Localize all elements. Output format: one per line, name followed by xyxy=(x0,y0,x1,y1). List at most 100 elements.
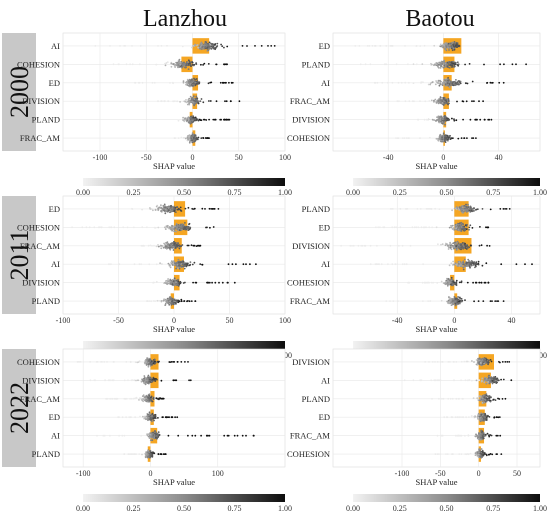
colorbar xyxy=(83,178,285,186)
plot-area xyxy=(332,32,541,152)
beeswarm-ed xyxy=(354,41,461,52)
x-tick-label: 50 xyxy=(513,469,521,478)
colorbar-tick-label: 1.00 xyxy=(533,188,547,197)
beeswarm-ai xyxy=(96,430,255,442)
feature-label-pland: PLAND xyxy=(302,204,330,214)
colorbar xyxy=(353,494,540,502)
x-tick-label: 50 xyxy=(235,153,243,162)
beeswarm-cohesion xyxy=(71,222,215,233)
feature-label-frac_am: FRAC_AM xyxy=(290,296,331,306)
plot-area xyxy=(62,32,286,152)
beeswarm-frac_am xyxy=(385,296,505,307)
feature-label-frac_am: FRAC_AM xyxy=(290,96,331,106)
feature-label-ed: ED xyxy=(319,412,330,422)
beeswarm-pland xyxy=(431,393,507,405)
year-label-2011: 2011 xyxy=(5,229,34,280)
x-tick-label: 100 xyxy=(279,316,291,325)
colorbar-tick-label: 1.00 xyxy=(533,504,547,511)
feature-label-ed: ED xyxy=(319,41,330,51)
beeswarm-ai xyxy=(108,258,257,270)
feature-label-ed: ED xyxy=(319,222,330,232)
colorbar-tick-label: 0.25 xyxy=(127,188,141,197)
beeswarm-division xyxy=(157,95,241,107)
x-tick-label: 0 xyxy=(148,469,152,478)
x-tick-label: -50 xyxy=(435,469,446,478)
beeswarm-division xyxy=(340,240,491,251)
feature-label-ai: AI xyxy=(51,259,60,269)
x-tick-label: -40 xyxy=(392,316,403,325)
beeswarm-cohesion xyxy=(395,132,477,144)
beeswarm-ai xyxy=(94,41,276,52)
feature-label-ai: AI xyxy=(321,259,330,269)
feature-label-pland: PLAND xyxy=(32,296,60,306)
feature-label-division: DIVISION xyxy=(22,96,60,106)
city-title-lanzhou: Lanzhou xyxy=(143,6,227,32)
feature-label-frac_am: FRAC_AM xyxy=(20,133,61,143)
panel-lanzhou-2022: COHESION DIVISION FRAC_AM ED AI PLAND -100 0 100… xyxy=(17,348,292,511)
colorbar-tick-label: 0.50 xyxy=(440,504,454,511)
panel-baotou-2022: DIVISION AI PLAND ED FRAC_AM COHESION -100 -50 0… xyxy=(287,348,547,511)
x-tick-label: 50 xyxy=(226,316,234,325)
feature-label-ai: AI xyxy=(321,375,330,385)
colorbar-tick-label: 0.50 xyxy=(177,188,191,197)
beeswarm-ed xyxy=(134,77,234,88)
feature-label-cohesion: COHESION xyxy=(287,278,330,288)
feature-label-cohesion: COHESION xyxy=(287,133,330,143)
x-axis-label: SHAP value xyxy=(153,477,195,487)
x-tick-label: 0 xyxy=(452,316,456,325)
colorbar xyxy=(353,178,540,186)
beeswarm-frac_am xyxy=(436,429,502,441)
beeswarm-division xyxy=(417,114,493,126)
colorbar-tick-label: 0.50 xyxy=(177,504,191,511)
colorbar-tick-label: 0.75 xyxy=(486,188,500,197)
colorbar xyxy=(83,494,285,502)
beeswarm-ed xyxy=(131,203,220,215)
x-axis-label: SHAP value xyxy=(153,324,195,334)
x-tick-label: 0 xyxy=(191,153,195,162)
beeswarm-frac_am xyxy=(105,393,165,403)
x-tick-label: -100 xyxy=(56,316,71,325)
x-tick-label: -100 xyxy=(93,153,108,162)
colorbar xyxy=(353,341,540,349)
colorbar-tick-label: 0.25 xyxy=(127,504,141,511)
city-title-baotou: Baotou xyxy=(405,6,474,32)
colorbar xyxy=(83,341,285,349)
feature-label-ed: ED xyxy=(49,204,60,214)
beeswarm-ed xyxy=(375,221,490,233)
colorbar-tick-label: 0.00 xyxy=(76,504,90,511)
x-axis-label: SHAP value xyxy=(416,161,458,171)
beeswarm-frac_am xyxy=(387,96,484,106)
feature-label-pland: PLAND xyxy=(302,394,330,404)
panels: 2000 2011 2022 AI COHESION ED DIVISION PLAND FRA… xyxy=(2,32,547,511)
plot-area xyxy=(62,348,286,468)
colorbar-tick-label: 1.00 xyxy=(278,504,292,511)
feature-label-ed: ED xyxy=(49,412,60,422)
feature-label-frac_am: FRAC_AM xyxy=(20,241,61,251)
plot-area xyxy=(332,195,541,315)
feature-label-division: DIVISION xyxy=(22,278,60,288)
feature-label-cohesion: COHESION xyxy=(287,449,330,459)
year-band-2022 xyxy=(2,349,36,467)
feature-label-pland: PLAND xyxy=(302,59,330,69)
x-tick-label: 100 xyxy=(279,153,291,162)
beeswarm-cohesion xyxy=(76,357,189,368)
beeswarm-division xyxy=(424,357,511,367)
panel-lanzhou-2011: ED COHESION FRAC_AM AI DIVISION PLAND -100 -50 0… xyxy=(17,195,292,360)
beeswarm-cohesion xyxy=(407,276,490,287)
feature-label-ai: AI xyxy=(51,431,60,441)
colorbar-tick-label: 0.75 xyxy=(228,188,242,197)
year-band-2000 xyxy=(2,33,36,151)
colorbar-tick-label: 0.75 xyxy=(486,504,500,511)
feature-label-division: DIVISION xyxy=(292,115,330,125)
colorbar-tick-label: 0.25 xyxy=(393,188,407,197)
beeswarm-ai xyxy=(369,258,533,271)
beeswarm-division xyxy=(89,374,192,386)
colorbar-tick-label: 0.00 xyxy=(76,188,90,197)
x-tick-label: 0 xyxy=(477,469,481,478)
beeswarm-cohesion xyxy=(112,58,229,70)
x-tick-label: 40 xyxy=(495,153,503,162)
feature-label-cohesion: COHESION xyxy=(17,59,60,69)
beeswarm-division xyxy=(152,277,236,287)
plot-area xyxy=(332,348,541,468)
beeswarm-ai xyxy=(403,374,513,385)
